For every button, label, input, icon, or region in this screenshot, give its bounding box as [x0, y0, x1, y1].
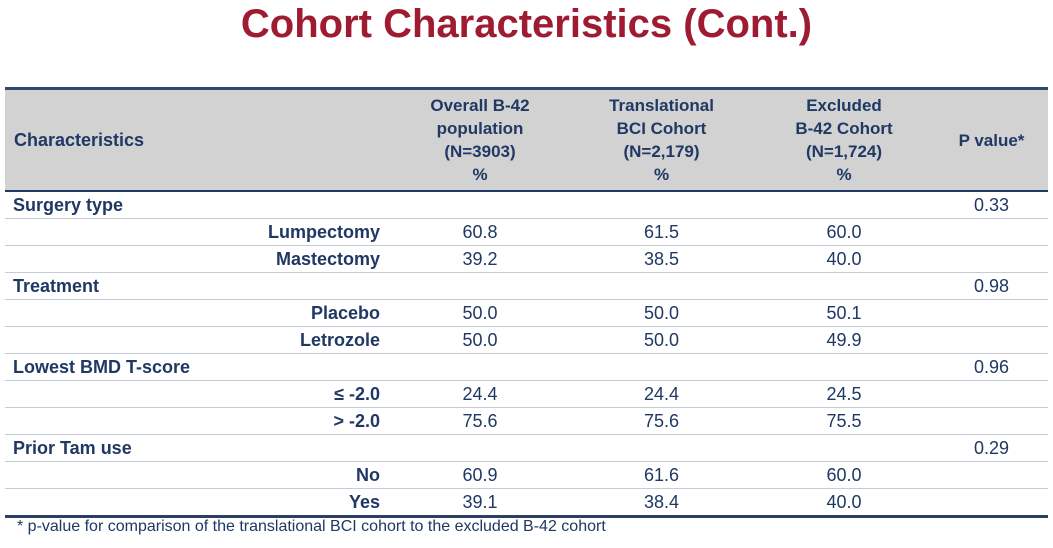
footnote: * p-value for comparison of the translat… [17, 518, 606, 535]
column-header-excluded: Excluded B-42 Cohort (N=1,724) % [795, 96, 893, 184]
row-label: Letrozole [299, 330, 380, 350]
cell-pvalue: 0.98 [973, 276, 1010, 296]
cell-value: 38.5 [643, 249, 680, 269]
row-label: Lowest BMD T-score [13, 357, 191, 377]
table-row: Prior Tam use 0.29 [5, 435, 1048, 462]
cell-value: 60.9 [462, 465, 498, 485]
table-row: Yes 39.1 38.4 40.0 [5, 489, 1048, 515]
table-row: > -2.0 75.6 75.6 75.5 [5, 408, 1048, 435]
table-row: No 60.9 61.6 60.0 [5, 462, 1048, 489]
table-row: Treatment 0.98 [5, 273, 1048, 300]
cell-pvalue: 0.29 [973, 438, 1010, 458]
cell-value: 60.0 [826, 465, 862, 485]
cell-value: 24.4 [643, 384, 680, 404]
row-label: > -2.0 [333, 411, 380, 431]
row-label: Yes [348, 492, 380, 512]
cell-value: 39.2 [462, 249, 498, 269]
row-label: Surgery type [13, 195, 124, 215]
cell-value: 24.5 [826, 384, 862, 404]
table-row: Placebo 50.0 50.0 50.1 [5, 300, 1048, 327]
slide-title: Cohort Characteristics (Cont.) [240, 2, 813, 46]
row-label: Lumpectomy [267, 222, 380, 242]
cell-value: 75.5 [826, 411, 862, 431]
column-header-characteristics: Characteristics [14, 129, 145, 150]
row-label: Prior Tam use [13, 438, 132, 458]
table-row: Surgery type 0.33 [5, 192, 1048, 219]
table-row: Letrozole 50.0 50.0 49.9 [5, 327, 1048, 354]
cell-value: 60.0 [826, 222, 862, 242]
row-label: ≤ -2.0 [334, 384, 380, 404]
cell-value: 40.0 [826, 249, 862, 269]
cell-value: 60.8 [462, 222, 498, 242]
cell-value: 40.0 [826, 492, 862, 512]
column-header-overall-b42: Overall B-42 population (N=3903) % [430, 96, 530, 184]
characteristics-table: Characteristics Overall B-42 population … [5, 87, 1048, 518]
cell-value: 75.6 [462, 411, 498, 431]
row-label: Treatment [13, 276, 100, 296]
table-row: Lowest BMD T-score 0.96 [5, 354, 1048, 381]
table-row: Lumpectomy 60.8 61.5 60.0 [5, 219, 1048, 246]
cell-value: 50.0 [643, 330, 680, 350]
cell-value: 75.6 [643, 411, 680, 431]
table-row: ≤ -2.0 24.4 24.4 24.5 [5, 381, 1048, 408]
cell-value: 24.4 [462, 384, 498, 404]
cell-value: 50.1 [826, 303, 862, 323]
cell-value: 61.6 [643, 465, 680, 485]
cell-pvalue: 0.96 [973, 357, 1010, 377]
cell-value: 38.4 [643, 492, 680, 512]
column-header-translational: Translational BCI Cohort (N=2,179) % [609, 96, 714, 184]
row-label: Placebo [310, 303, 380, 323]
cell-value: 61.5 [643, 222, 680, 242]
column-header-pvalue: P value* [958, 130, 1025, 150]
cell-value: 50.0 [462, 330, 498, 350]
table-header-row: Characteristics Overall B-42 population … [5, 90, 1048, 192]
cell-value: 49.9 [826, 330, 862, 350]
row-label: Mastectomy [275, 249, 380, 269]
cell-value: 50.0 [643, 303, 680, 323]
table-row: Mastectomy 39.2 38.5 40.0 [5, 246, 1048, 273]
cell-pvalue: 0.33 [973, 195, 1010, 215]
cell-value: 39.1 [462, 492, 498, 512]
row-label: No [356, 465, 380, 485]
cell-value: 50.0 [462, 303, 498, 323]
